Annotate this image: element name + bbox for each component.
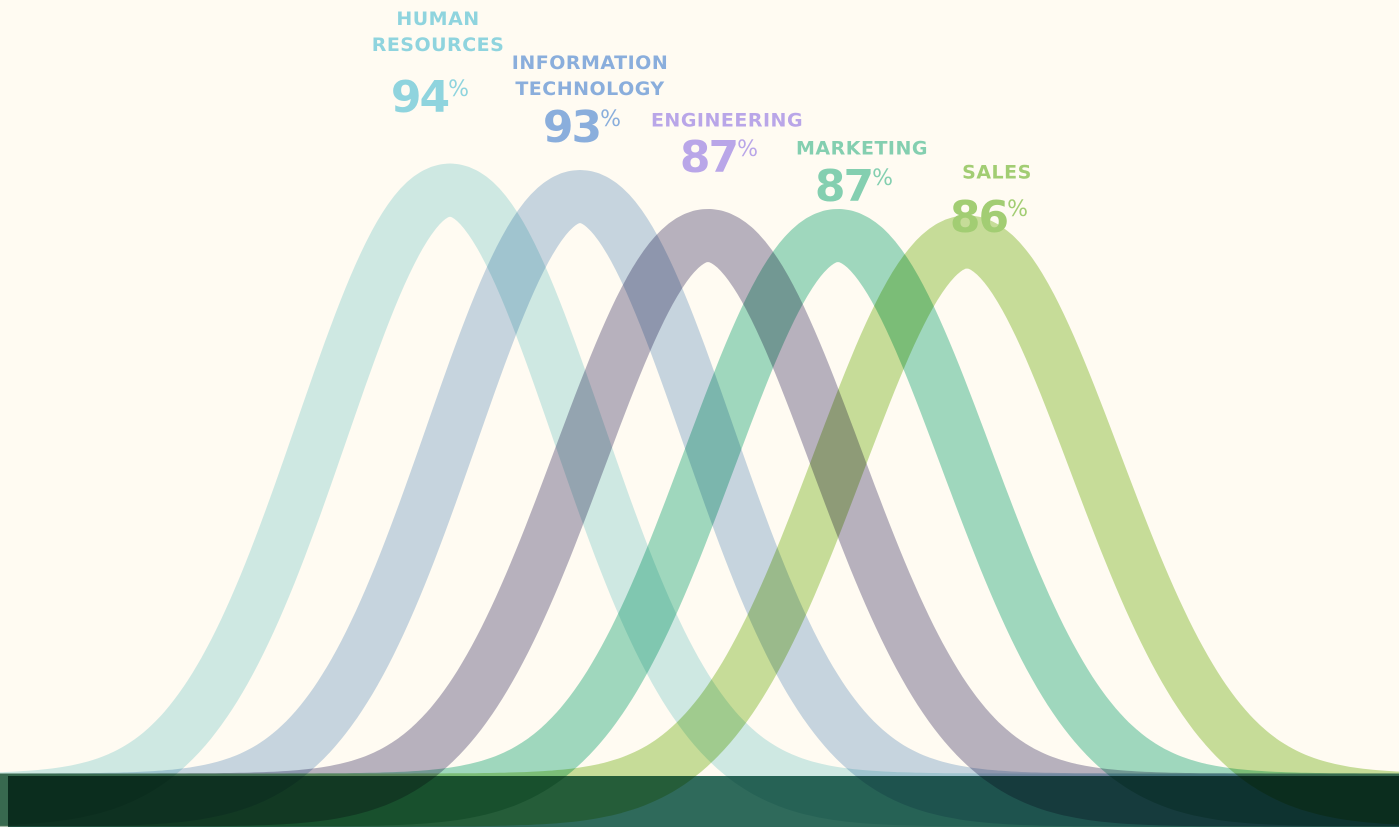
value-label: 87% <box>815 161 893 212</box>
value-label: 94% <box>391 72 469 123</box>
value-label: 93% <box>543 102 621 153</box>
series-name: INFORMATION TECHNOLOGY <box>512 52 668 100</box>
series-name: MARKETING <box>796 138 928 160</box>
series-name: HUMAN RESOURCES <box>372 8 505 56</box>
series-name: SALES <box>962 162 1032 184</box>
bell-curve <box>0 215 1399 827</box>
value-label: 87% <box>680 132 758 183</box>
value-label: 86% <box>950 192 1028 243</box>
series-name: ENGINEERING <box>651 110 803 132</box>
